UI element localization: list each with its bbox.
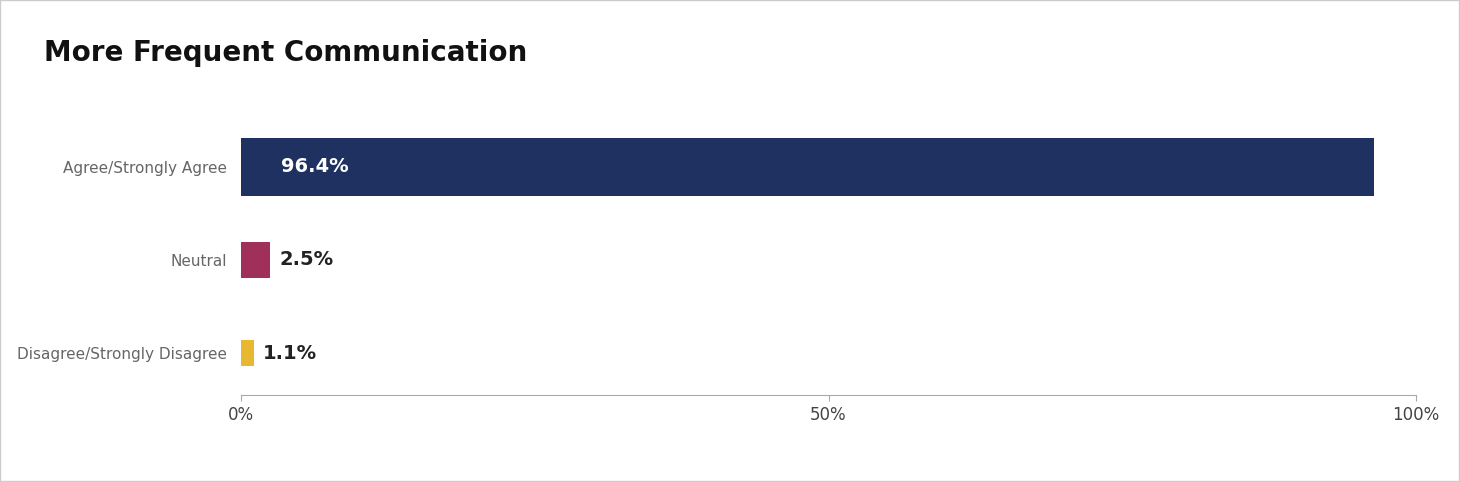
Text: 2.5%: 2.5% [280, 251, 334, 269]
Bar [241, 138, 1374, 196]
Text: More Frequent Communication: More Frequent Communication [44, 39, 527, 67]
Bar [241, 242, 270, 278]
Text: 1.1%: 1.1% [263, 344, 317, 363]
Bar [241, 340, 254, 366]
Text: 96.4%: 96.4% [280, 157, 347, 176]
